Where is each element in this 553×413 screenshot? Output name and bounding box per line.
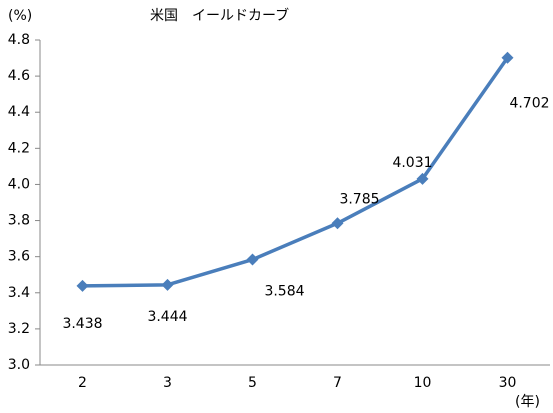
- x-tick-label: 3: [163, 375, 172, 391]
- y-tick-label: 3.6: [8, 249, 30, 265]
- y-tick-label: 4.0: [8, 176, 30, 192]
- x-tick-label: 30: [499, 375, 517, 391]
- x-tick-label: 2: [78, 375, 87, 391]
- data-label: 3.785: [339, 191, 379, 207]
- y-tick-label: 4.6: [8, 68, 30, 84]
- y-tick-label: 4.2: [8, 140, 30, 156]
- data-label: 4.031: [392, 155, 432, 171]
- marker: [246, 253, 259, 266]
- marker: [76, 279, 89, 292]
- data-label: 3.444: [147, 309, 187, 325]
- y-tick-label: 4.8: [8, 32, 30, 48]
- data-line: [82, 56, 509, 288]
- x-tick-label: 5: [248, 375, 257, 391]
- y-tick-label: 3.2: [8, 321, 30, 337]
- marker: [331, 217, 344, 230]
- x-tick-label: 10: [414, 375, 432, 391]
- chart-title: 米国 イールドカーブ: [150, 7, 289, 24]
- x-axis-label: (年): [515, 394, 540, 410]
- marker: [501, 51, 514, 64]
- y-tick-label: 3.0: [8, 357, 30, 373]
- data-label: 3.438: [62, 316, 102, 332]
- y-tick-label: 4.4: [8, 104, 30, 120]
- marker: [161, 278, 174, 291]
- y-axis-label: (%): [8, 8, 32, 24]
- y-tick-label: 3.8: [8, 213, 30, 229]
- marker: [416, 172, 429, 185]
- data-label: 4.702: [509, 96, 549, 112]
- x-tick-label: 7: [333, 375, 342, 391]
- y-tick-label: 3.4: [8, 285, 30, 301]
- data-label: 3.584: [264, 284, 304, 300]
